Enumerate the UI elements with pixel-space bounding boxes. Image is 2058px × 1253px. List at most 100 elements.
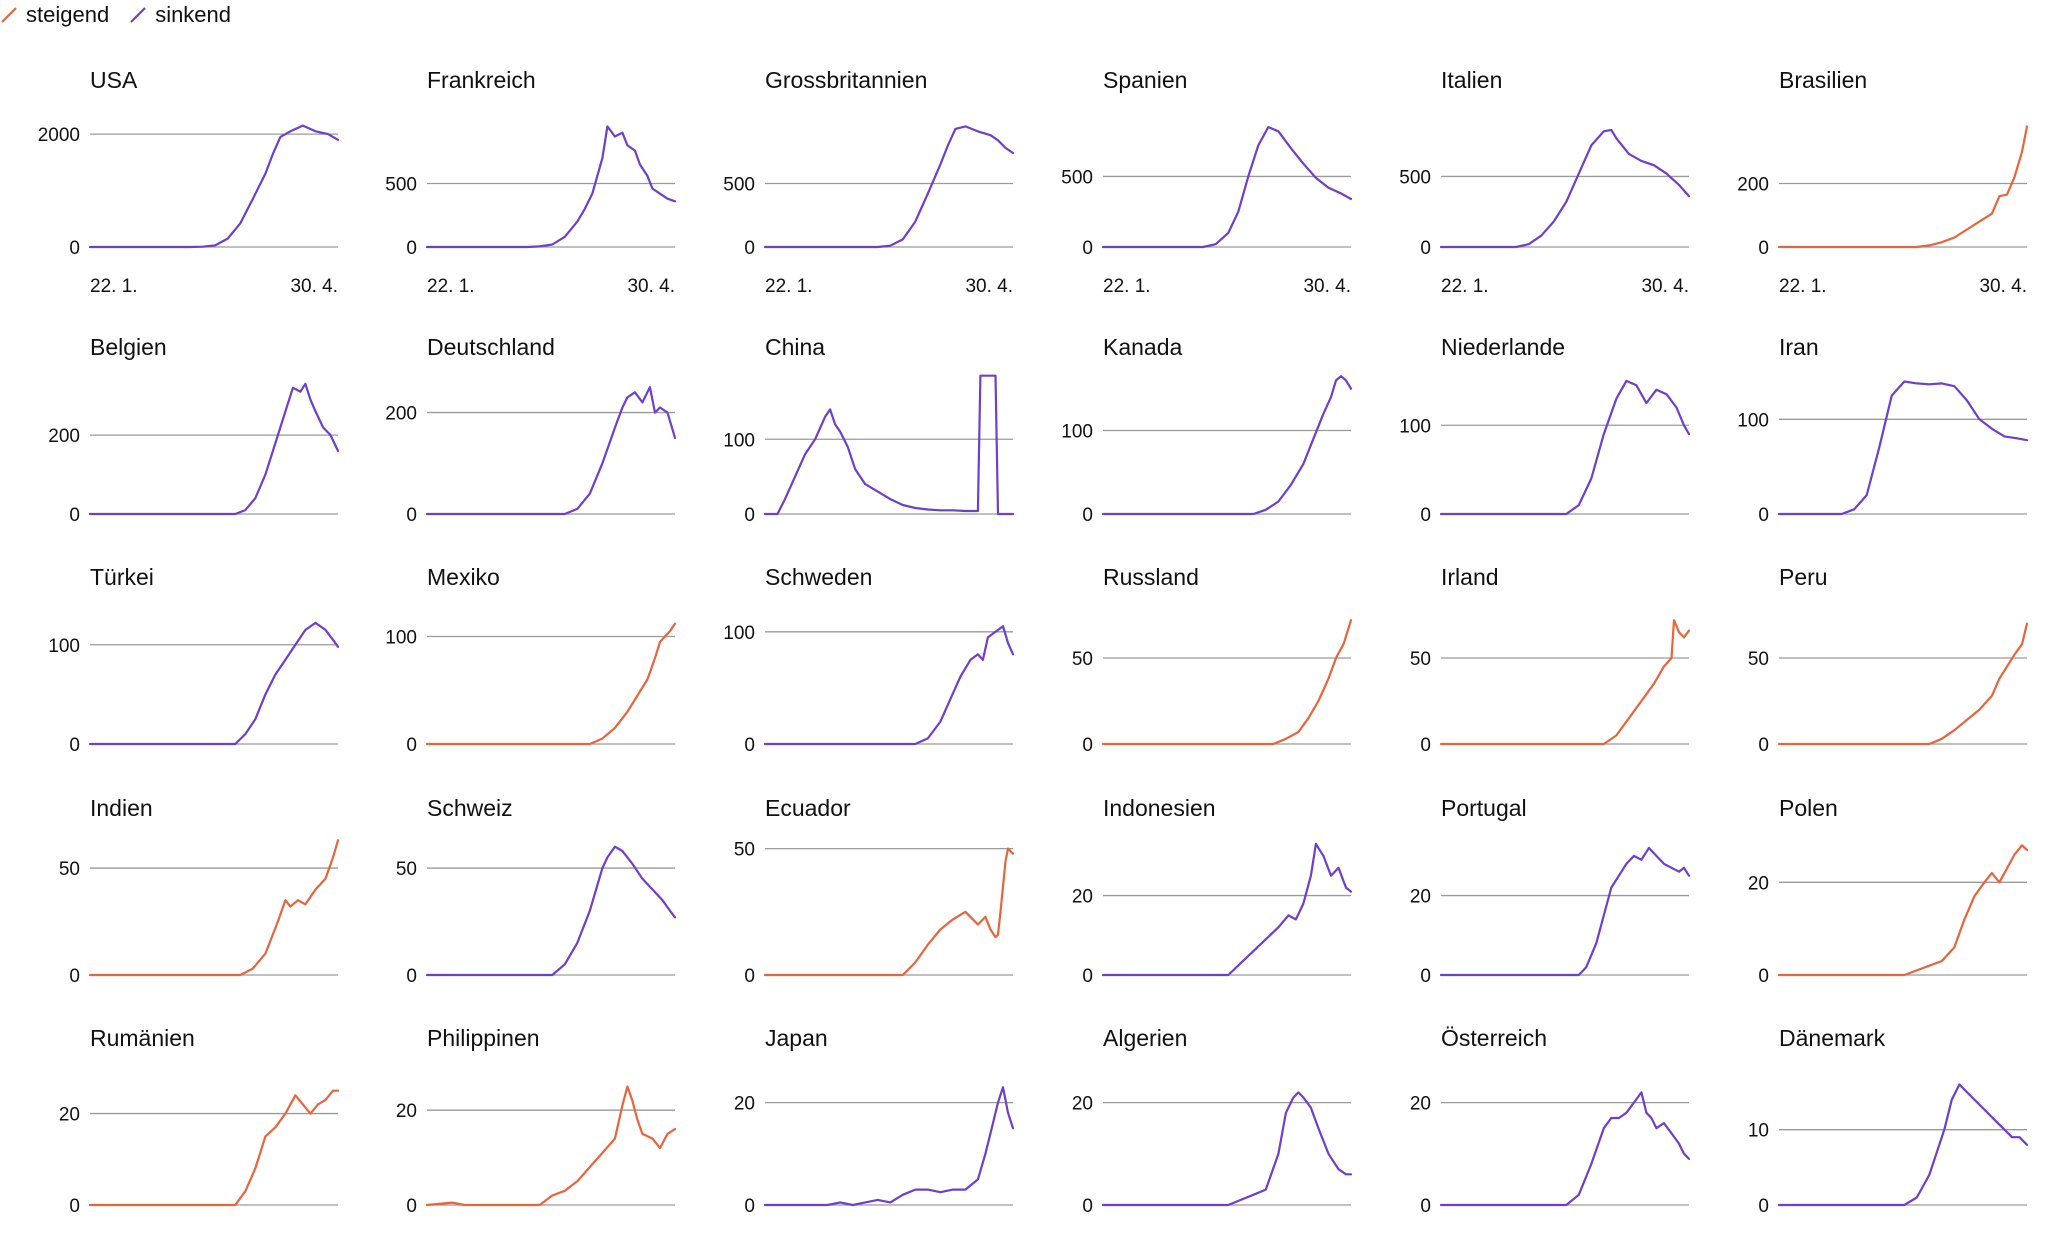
y-tick-label: 20 bbox=[59, 1105, 80, 1126]
panel-title: USA bbox=[90, 67, 138, 93]
y-tick-label: 0 bbox=[69, 1196, 80, 1217]
panel-italien: Italien 0 500 22. 1. 30. 4. bbox=[1399, 67, 1691, 297]
series-line bbox=[1777, 622, 2029, 746]
panel-österreich: Österreich 0 20 bbox=[1410, 1025, 1691, 1217]
panel-peru: Peru 0 50 bbox=[1748, 564, 2029, 756]
y-tick-label: 100 bbox=[1399, 416, 1431, 437]
series-line bbox=[1777, 844, 2029, 977]
y-tick-label: 500 bbox=[1061, 167, 1093, 188]
y-tick-label: 0 bbox=[744, 1196, 755, 1217]
series-line bbox=[425, 386, 677, 516]
panel-title: Italien bbox=[1441, 67, 1502, 93]
x-tick-label: 30. 4. bbox=[627, 276, 675, 297]
series-line bbox=[88, 621, 340, 746]
series-line bbox=[425, 125, 677, 249]
x-tick-label: 30. 4. bbox=[1303, 276, 1351, 297]
y-tick-label: 50 bbox=[1748, 649, 1769, 670]
y-tick-label: 0 bbox=[1082, 735, 1093, 756]
panel-usa: USA 0 2000 22. 1. 30. 4. bbox=[38, 67, 340, 297]
series-line bbox=[1439, 379, 1691, 516]
panel-portugal: Portugal 0 20 bbox=[1410, 795, 1691, 987]
y-tick-label: 0 bbox=[1420, 238, 1431, 259]
panel-title: Österreich bbox=[1441, 1025, 1547, 1051]
series-line bbox=[1439, 619, 1691, 746]
series-line bbox=[425, 1085, 677, 1207]
y-tick-label: 0 bbox=[1082, 505, 1093, 526]
panel-title: Irland bbox=[1441, 564, 1499, 590]
panel-title: Indonesien bbox=[1103, 795, 1216, 821]
series-line bbox=[763, 125, 1015, 249]
panel-schweden: Schweden 0 100 bbox=[723, 564, 1015, 756]
panel-title: Portugal bbox=[1441, 795, 1527, 821]
panel-philippinen: Philippinen 0 20 bbox=[396, 1025, 677, 1217]
series-line bbox=[88, 382, 340, 516]
y-tick-label: 0 bbox=[1420, 505, 1431, 526]
panel-belgien: Belgien 0 200 bbox=[48, 334, 340, 526]
panel-iran: Iran 0 100 bbox=[1737, 334, 2029, 526]
y-tick-label: 2000 bbox=[38, 125, 80, 146]
series-line bbox=[763, 625, 1015, 746]
panel-title: Iran bbox=[1779, 334, 1819, 360]
series-line bbox=[88, 1089, 340, 1207]
legend: steigend sinkend bbox=[0, 0, 231, 30]
y-tick-label: 50 bbox=[1410, 649, 1431, 670]
series-line bbox=[1777, 125, 2029, 249]
panel-china: China 0 100 bbox=[723, 334, 1015, 526]
series-line bbox=[425, 622, 677, 746]
y-tick-label: 0 bbox=[69, 238, 80, 259]
series-line bbox=[1101, 619, 1353, 746]
panel-ecuador: Ecuador 0 50 bbox=[734, 795, 1015, 987]
y-tick-label: 100 bbox=[1061, 421, 1093, 442]
rising-line-icon bbox=[1, 7, 17, 23]
y-tick-label: 100 bbox=[48, 636, 80, 657]
y-tick-label: 0 bbox=[406, 735, 417, 756]
y-tick-label: 0 bbox=[69, 505, 80, 526]
series-line bbox=[1439, 128, 1691, 249]
y-tick-label: 0 bbox=[1420, 1196, 1431, 1217]
panel-indien: Indien 0 50 bbox=[59, 795, 340, 987]
panel-russland: Russland 0 50 bbox=[1072, 564, 1353, 756]
y-tick-label: 100 bbox=[723, 623, 755, 644]
series-line bbox=[763, 847, 1015, 977]
panel-title: Ecuador bbox=[765, 795, 851, 821]
panel-grossbritannien: Grossbritannien 0 500 22. 1. 30. 4. bbox=[723, 67, 1015, 297]
panel-brasilien: Brasilien 0 200 22. 1. 30. 4. bbox=[1737, 67, 2029, 297]
y-tick-label: 0 bbox=[744, 966, 755, 987]
y-tick-label: 20 bbox=[1072, 887, 1093, 908]
series-line bbox=[88, 839, 340, 977]
y-tick-label: 50 bbox=[396, 859, 417, 880]
y-tick-label: 0 bbox=[1420, 735, 1431, 756]
panel-polen: Polen 0 20 bbox=[1748, 795, 2029, 987]
x-tick-label: 22. 1. bbox=[1441, 276, 1489, 297]
panel-title: Polen bbox=[1779, 795, 1838, 821]
y-tick-label: 0 bbox=[744, 505, 755, 526]
panel-niederlande: Niederlande 0 100 bbox=[1399, 334, 1691, 526]
y-tick-label: 100 bbox=[723, 430, 755, 451]
panel-indonesien: Indonesien 0 20 bbox=[1072, 795, 1353, 987]
series-line bbox=[1777, 380, 2029, 516]
y-tick-label: 100 bbox=[385, 628, 417, 649]
panel-title: Peru bbox=[1779, 564, 1828, 590]
y-tick-label: 20 bbox=[1410, 887, 1431, 908]
panel-mexiko: Mexiko 0 100 bbox=[385, 564, 677, 756]
y-tick-label: 0 bbox=[1758, 238, 1769, 259]
series-line bbox=[1101, 125, 1353, 249]
y-tick-label: 500 bbox=[1399, 167, 1431, 188]
x-tick-label: 22. 1. bbox=[90, 276, 138, 297]
series-line bbox=[1439, 1091, 1691, 1207]
x-tick-label: 22. 1. bbox=[765, 276, 813, 297]
y-tick-label: 0 bbox=[1758, 505, 1769, 526]
panel-title: Algerien bbox=[1103, 1025, 1187, 1051]
panel-title: Belgien bbox=[90, 334, 167, 360]
y-tick-label: 50 bbox=[59, 859, 80, 880]
legend-item-falling: sinkend bbox=[129, 2, 231, 28]
y-tick-label: 10 bbox=[1748, 1121, 1769, 1142]
series-line bbox=[1101, 1091, 1353, 1207]
panel-title: Indien bbox=[90, 795, 153, 821]
panel-title: Japan bbox=[765, 1025, 828, 1051]
panel-title: Russland bbox=[1103, 564, 1199, 590]
y-tick-label: 100 bbox=[1737, 410, 1769, 431]
series-line bbox=[763, 1086, 1015, 1207]
panel-title: Mexiko bbox=[427, 564, 500, 590]
y-tick-label: 200 bbox=[48, 426, 80, 447]
